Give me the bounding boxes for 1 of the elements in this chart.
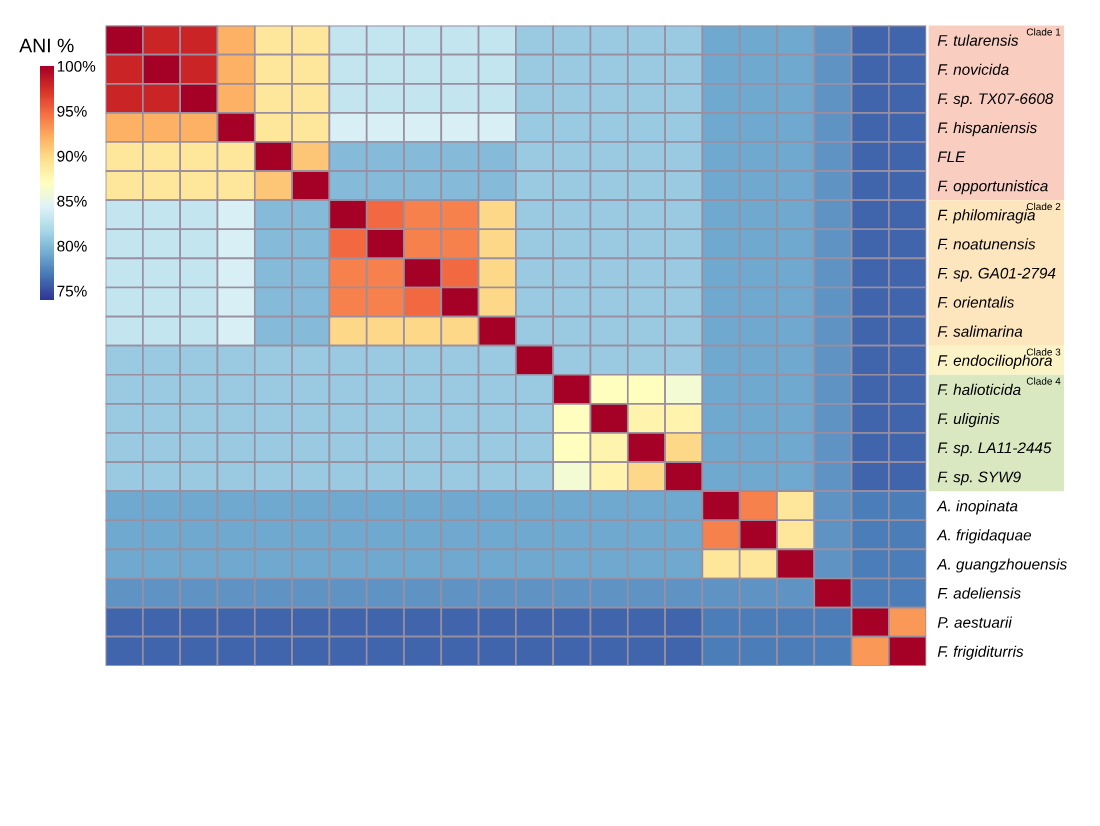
color-bar-title: ANI %: [19, 38, 74, 53]
